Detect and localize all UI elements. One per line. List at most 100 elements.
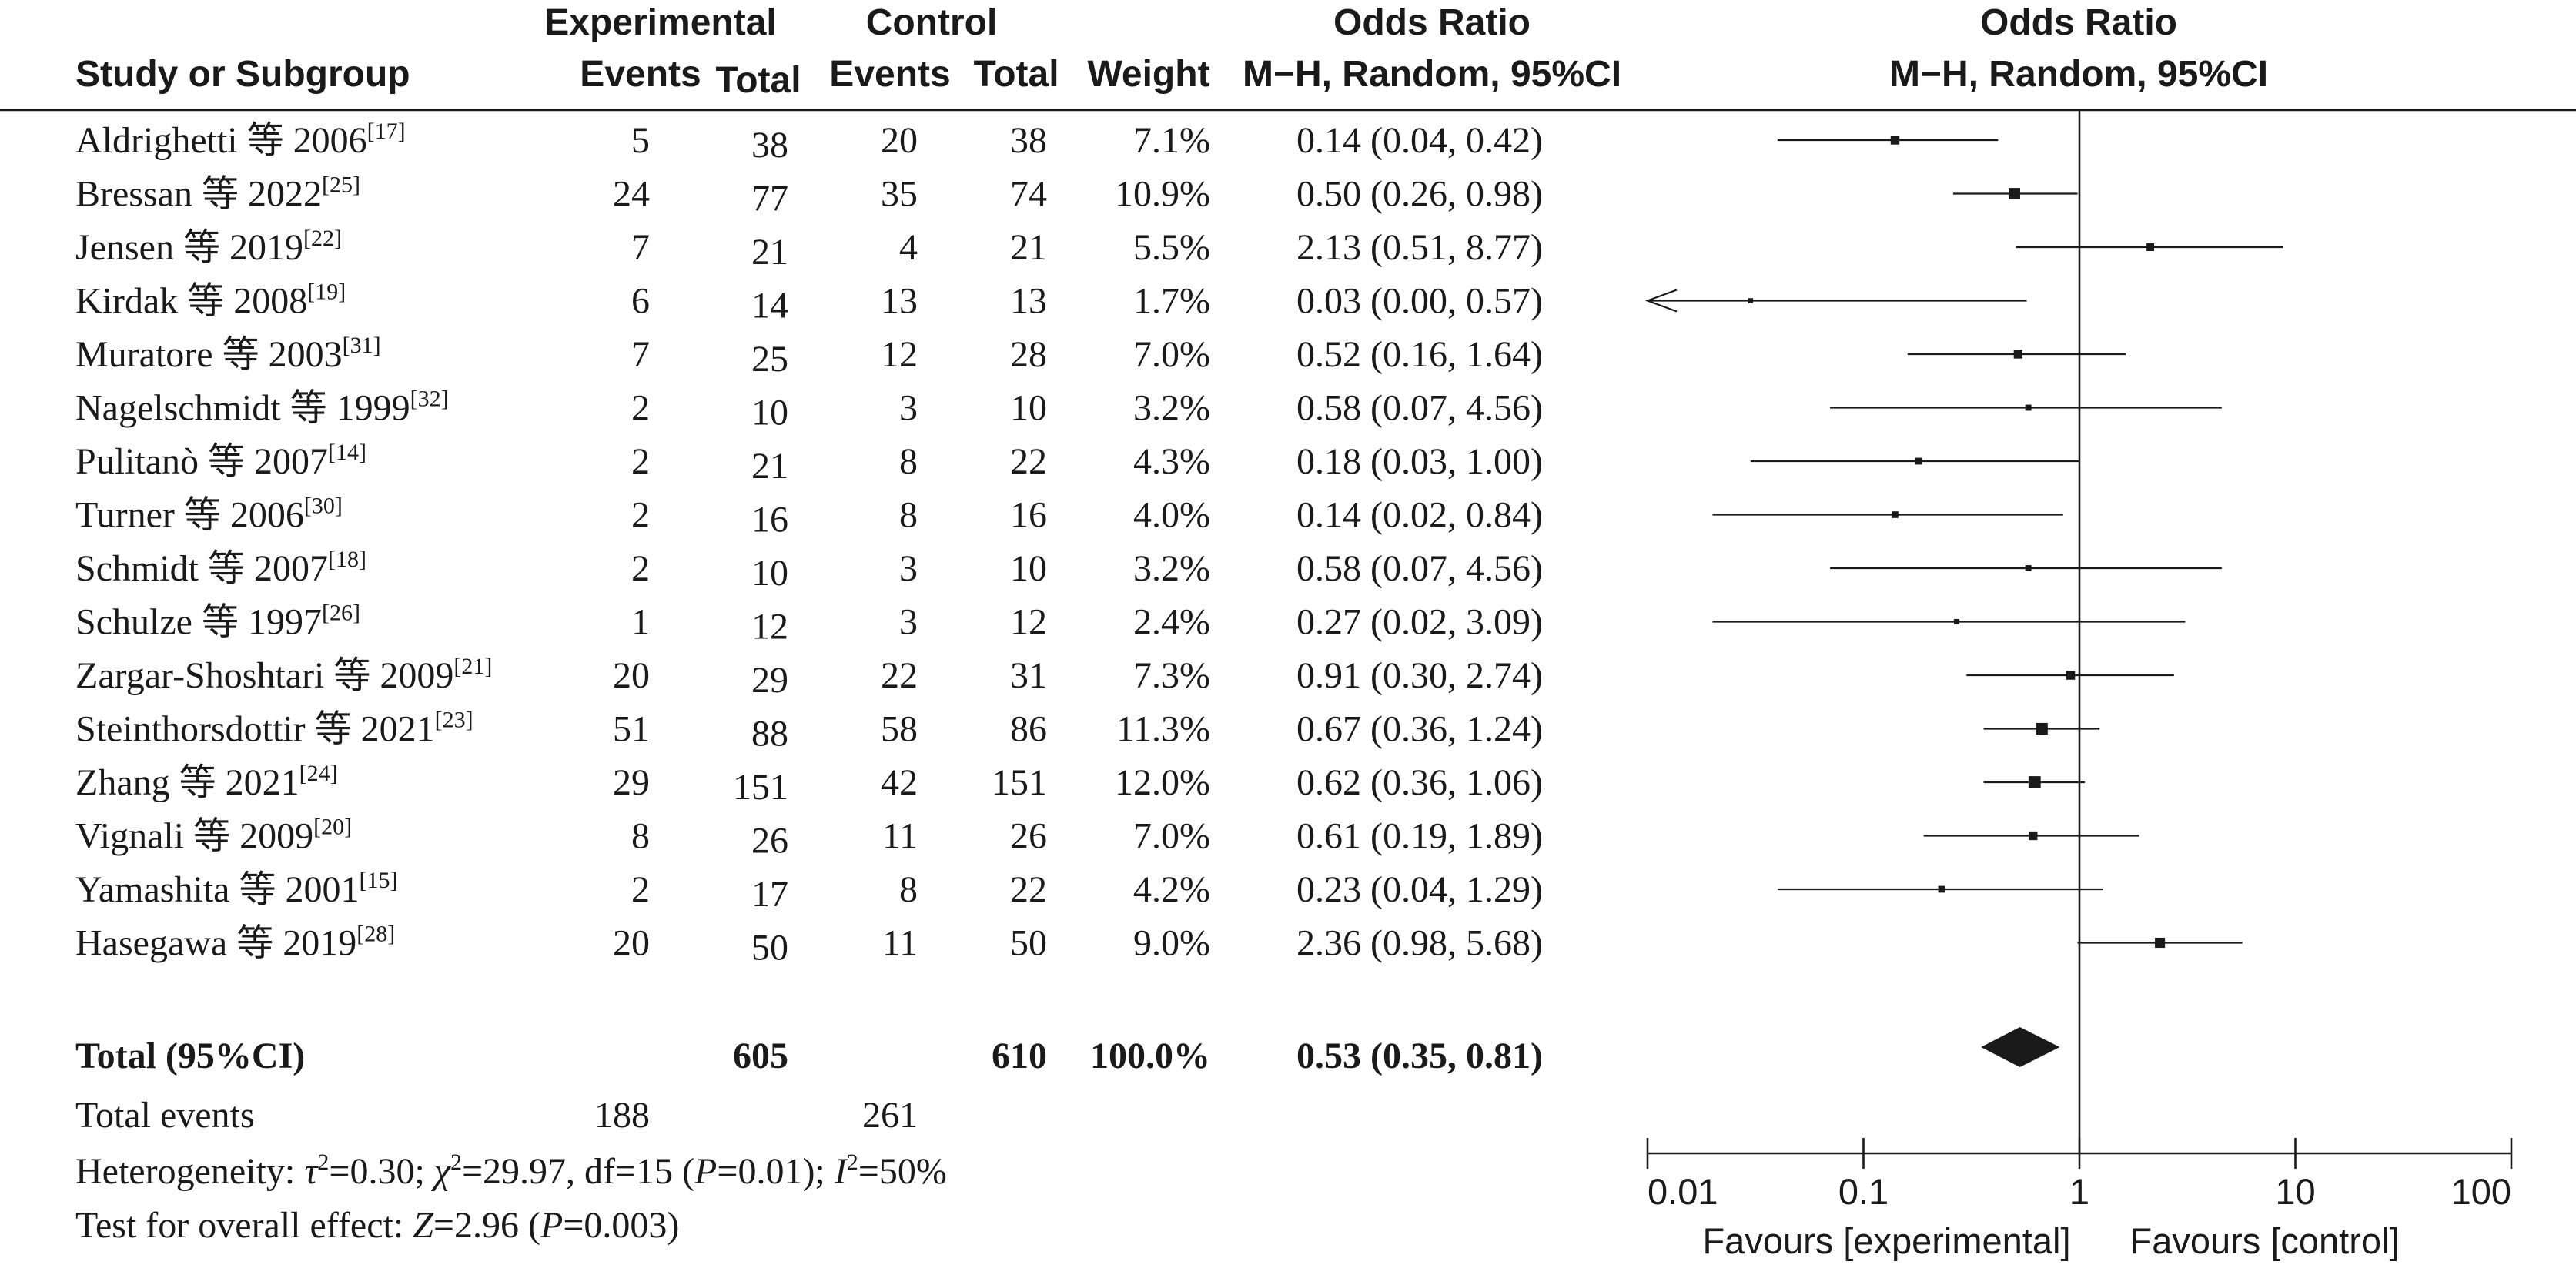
ctrl-total: 31 [1010,655,1047,696]
study-point [1892,511,1899,518]
study-point [2155,937,2166,949]
ctrl-events: 13 [881,281,918,322]
ctrl-total: 10 [1010,548,1047,589]
study-point [1953,618,1960,625]
ctrl-total: 12 [1010,602,1047,643]
study-weight: 7.0% [1133,334,1210,375]
study-weight: 7.3% [1133,655,1210,696]
exp-events: 8 [631,816,650,857]
exp-total: 38 [751,125,788,166]
study-weight: 9.0% [1133,923,1210,964]
ctrl-events: 11 [882,923,918,964]
study-ci-text: 0.52 (0.16, 1.64) [1296,334,1543,375]
study-name: Yamashita 等 2001[15] [75,868,397,910]
ci-arrow [1644,289,1678,313]
study-name: Hasegawa 等 2019[28] [75,922,395,964]
heterogeneity-text: Heterogeneity: τ2=0.30; χ2=29.97, df=15 … [75,1150,947,1192]
study-ci-text: 0.91 (0.30, 2.74) [1296,655,1543,696]
x-tick-label: 100 [2451,1171,2511,1212]
study-ci-text: 0.23 (0.04, 1.29) [1296,869,1543,910]
ctrl-events: 20 [881,120,918,161]
exp-events: 20 [613,655,650,696]
study-name: Schmidt 等 2007[18] [75,547,366,589]
study-name: Turner 等 2006[30] [75,494,343,536]
exp-total: 29 [751,660,788,701]
exp-events: 2 [631,388,650,429]
ctrl-events: 22 [881,655,918,696]
exp-events: 2 [631,441,650,482]
ctrl-total: 28 [1010,334,1047,375]
header-ctrl-total: Total [973,54,1059,95]
study-name: Zargar-Shoshtari 等 2009[21] [75,654,492,696]
study-ci-text: 0.50 (0.26, 0.98) [1296,174,1543,215]
exp-events: 2 [631,548,650,589]
exp-total: 77 [751,179,788,219]
forest-graphic: 0.01 0.1 1 10 100 Favours [experimental] Favou… [1644,110,2513,1261]
ctrl-events: 58 [881,709,918,750]
ctrl-events: 12 [881,334,918,375]
x-tick-label: 1 [2069,1171,2089,1212]
exp-total: 14 [751,286,788,326]
ctrl-events: 3 [899,548,918,589]
ctrl-total: 10 [1010,388,1047,429]
study-point [2029,831,2038,841]
ctrl-total: 86 [1010,709,1047,750]
study-name: Muratore 等 2003[31] [75,333,381,375]
study-name: Jensen 等 2019[22] [75,226,342,268]
study-weight: 7.1% [1133,120,1210,161]
study-name: Kirdak 等 2008[19] [75,279,346,322]
exp-total: 10 [751,553,788,594]
x-tick-label: 10 [2275,1171,2315,1212]
ctrl-total: 16 [1010,495,1047,536]
exp-total: 21 [751,446,788,487]
favours-right-label: Favours [control] [2129,1220,2399,1261]
total-events-exp: 188 [594,1095,650,1136]
exp-total: 151 [733,767,788,808]
study-ci-text: 0.62 (0.36, 1.06) [1296,762,1543,803]
exp-events: 20 [613,923,650,964]
pooled-diamond [1981,1027,2060,1067]
study-name: Aldrighetti 等 2006[17] [75,119,406,161]
header-or-title-left: Odds Ratio [1333,2,1531,43]
ctrl-total: 22 [1010,441,1047,482]
study-ci-text: 0.18 (0.03, 1.00) [1296,441,1543,482]
study-ci-text: 2.13 (0.51, 8.77) [1296,227,1543,268]
header-ctrl-events: Events [829,54,950,95]
study-weight: 4.2% [1133,869,1210,910]
ctrl-events: 3 [899,602,918,643]
study-ci-text: 0.67 (0.36, 1.24) [1296,709,1543,750]
ctrl-total: 151 [992,762,1047,803]
header-or-title-right: Odds Ratio [1980,2,2177,43]
total-label: Total (95%CI) [75,1036,305,1076]
ctrl-total: 50 [1010,923,1047,964]
study-point [1890,136,1900,145]
exp-total: 88 [751,714,788,755]
study-weight: 2.4% [1133,602,1210,643]
study-point [2146,243,2155,251]
header-exp-total: Total [715,60,801,101]
exp-events: 2 [631,869,650,910]
study-weight: 7.0% [1133,816,1210,857]
study-ci-text: 0.58 (0.07, 4.56) [1296,388,1543,429]
exp-total: 12 [751,607,788,648]
study-point [1748,298,1754,303]
study-point [1938,885,1945,893]
ctrl-total: 21 [1010,227,1047,268]
exp-events: 51 [613,709,650,750]
study-weight: 3.2% [1133,548,1210,589]
study-point [2025,565,2032,571]
x-tick-label: 0.1 [1838,1171,1889,1212]
study-name: Pulitanò 等 2007[14] [75,440,366,482]
header-weight: Weight [1087,54,1209,95]
x-tick-label: 0.01 [1648,1171,1718,1212]
ctrl-total: 13 [1010,281,1047,322]
study-point [2066,671,2076,680]
study-ci-text: 2.36 (0.98, 5.68) [1296,923,1543,964]
study-name: Zhang 等 2021[24] [75,761,338,803]
exp-events: 29 [613,762,650,803]
study-name: Nagelschmidt 等 1999[32] [75,387,449,429]
study-point [2036,722,2048,735]
header-study: Study or Subgroup [75,54,410,95]
study-point [1915,457,1922,465]
